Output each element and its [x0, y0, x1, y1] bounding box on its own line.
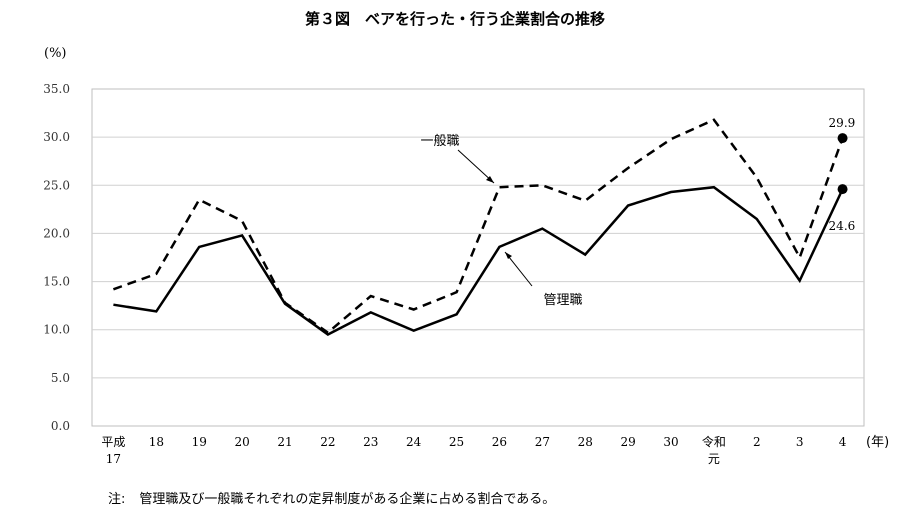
x-tick-label: 22 — [320, 435, 335, 449]
x-axis-unit: (年) — [866, 435, 890, 450]
y-tick-label: 35.0 — [43, 82, 70, 96]
x-tick-label: 24 — [406, 435, 422, 449]
series-group: 29.9 24.6 — [112, 116, 856, 336]
footnote: 注: 管理職及び一般職それぞれの定昇制度がある企業に占める割合である。 — [108, 488, 555, 507]
y-tick-label: 5.0 — [51, 371, 70, 385]
footnote-prefix: 注: — [108, 492, 126, 507]
x-tick-label: 平成 — [101, 435, 125, 449]
x-tick-label: 2 — [753, 435, 761, 449]
x-tick-label: 18 — [149, 435, 164, 449]
x-tick-label: 令和 — [702, 434, 726, 449]
x-tick-label: 20 — [234, 435, 249, 449]
series-line-managerial — [113, 185, 844, 336]
y-tick-label: 25.0 — [43, 178, 70, 192]
endpoint-value-label: 24.6 — [829, 219, 856, 233]
y-tick-label: 20.0 — [43, 226, 70, 240]
managerial-pointer-arrowhead — [505, 252, 512, 259]
x-tick-label: 23 — [363, 435, 378, 449]
y-tick-label: 10.0 — [43, 323, 70, 337]
general-staff-pointer-arrow — [457, 149, 495, 184]
gridlines — [92, 136, 864, 379]
x-tick-label: 29 — [620, 435, 635, 449]
endpoint-marker — [837, 184, 848, 195]
endpoint-value-label: 29.9 — [829, 116, 856, 130]
x-tick-label: 17 — [106, 452, 121, 466]
x-tick-label: 3 — [796, 435, 804, 449]
y-tick-label: 15.0 — [43, 275, 70, 289]
x-tick-label: 21 — [277, 435, 292, 449]
x-tick-label: 28 — [578, 435, 593, 449]
series-label-general-staff: 一般職 — [420, 133, 459, 149]
plot-area-frame — [91, 88, 865, 427]
x-tick-label: 25 — [449, 435, 464, 449]
footnote-text: 管理職及び一般職それぞれの定昇制度がある企業に占める割合である。 — [139, 492, 556, 507]
annotations: 一般職 管理職 — [420, 133, 582, 308]
series-label-managerial: 管理職 — [543, 293, 582, 308]
y-tick-label: 0.0 — [51, 419, 70, 433]
x-tick-label: 30 — [663, 435, 678, 449]
general-staff-pointer-arrowhead — [486, 176, 494, 183]
y-tick-label: 30.0 — [43, 130, 70, 144]
endpoint-marker — [837, 133, 848, 144]
x-tick-label: 4 — [839, 435, 847, 449]
x-tick-label: 27 — [535, 435, 550, 449]
x-tick-label: 元 — [708, 452, 720, 466]
series-line-general-staff — [112, 118, 844, 335]
chart-title: 第３図 ベアを行った・行う企業割合の推移 — [304, 10, 605, 28]
x-tick-label: 26 — [492, 435, 507, 449]
y-axis-ticks: 0.0 5.0 10.0 15.0 20.0 25.0 30.0 35.0 — [43, 82, 70, 433]
x-tick-label: 19 — [192, 435, 207, 449]
y-axis-unit: (%) — [44, 46, 67, 61]
